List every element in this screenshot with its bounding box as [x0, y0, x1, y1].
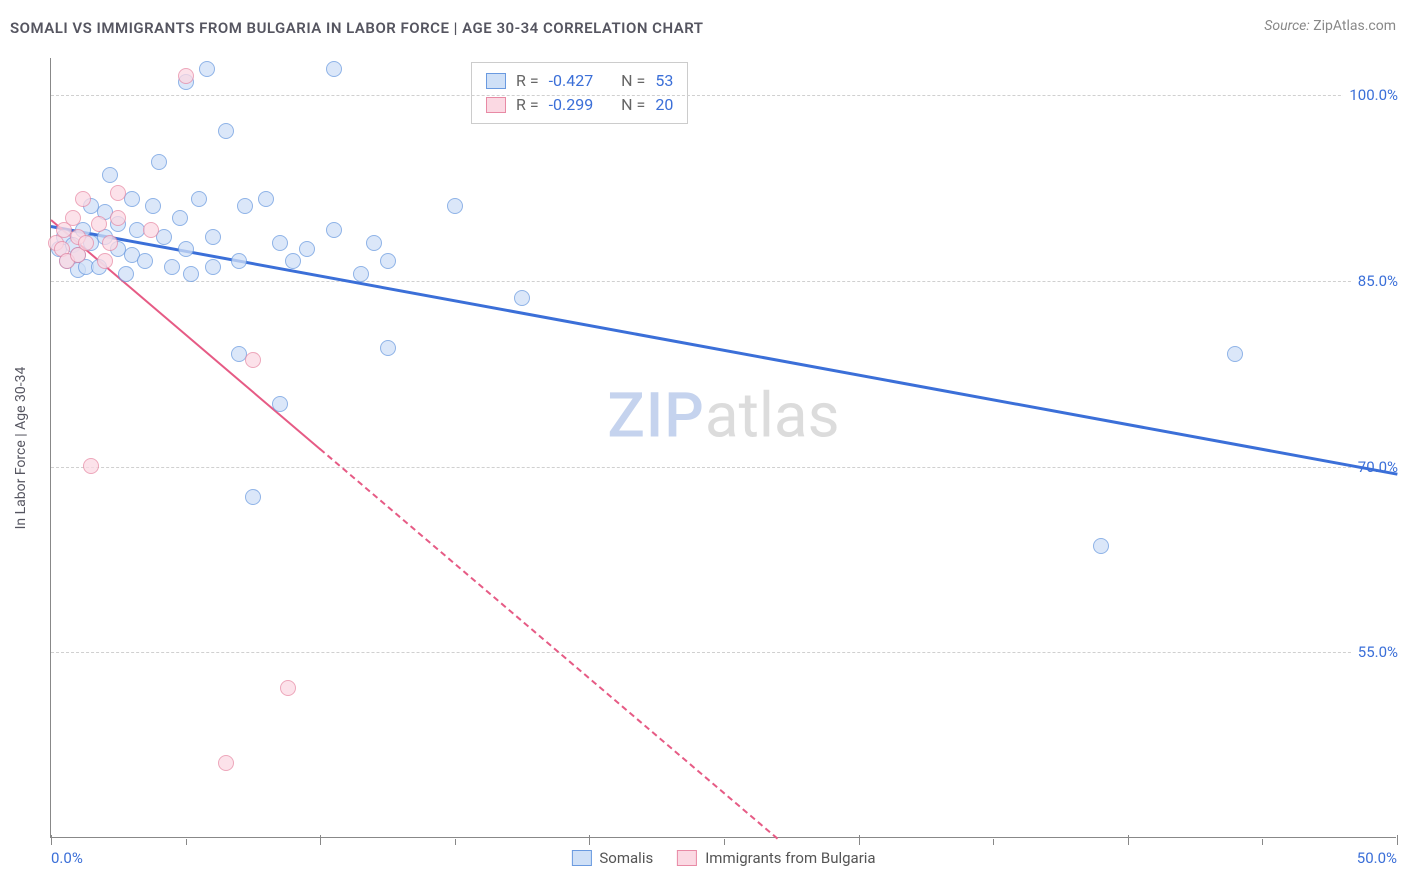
- x-tick-label: 0.0%: [51, 849, 83, 867]
- gridline: [51, 281, 1396, 282]
- source-attribution: Source: ZipAtlas.com: [1264, 18, 1396, 34]
- stat-r-value: -0.299: [549, 93, 594, 117]
- gridline: [51, 652, 1396, 653]
- data-point: [145, 198, 161, 214]
- x-tick: [1128, 835, 1129, 845]
- stat-n-value: 20: [655, 93, 673, 117]
- x-tick: [320, 835, 321, 845]
- x-tick: [186, 839, 187, 845]
- data-point: [447, 198, 463, 214]
- gridline: [51, 467, 1396, 468]
- gridline: [51, 95, 1396, 96]
- data-point: [231, 253, 247, 269]
- data-point: [245, 489, 261, 505]
- data-point: [272, 396, 288, 412]
- source-value: ZipAtlas.com: [1313, 18, 1396, 34]
- data-point: [514, 290, 530, 306]
- data-point: [326, 61, 342, 77]
- data-point: [258, 191, 274, 207]
- x-tick: [51, 835, 52, 845]
- legend-label-somalis: Somalis: [599, 849, 653, 867]
- data-point: [102, 235, 118, 251]
- stat-r-value: -0.427: [549, 69, 594, 93]
- stats-row: R = -0.427 N = 53: [486, 69, 673, 93]
- data-point: [1227, 346, 1243, 362]
- legend-item-bulgaria: Immigrants from Bulgaria: [677, 849, 875, 867]
- stat-n-label: N =: [621, 93, 645, 117]
- correlation-stats-box: R = -0.427 N = 53 R = -0.299 N = 20: [471, 62, 688, 124]
- stat-r-label: R =: [516, 93, 539, 117]
- data-point: [218, 755, 234, 771]
- legend-item-somalis: Somalis: [571, 849, 653, 867]
- x-tick: [589, 835, 590, 845]
- legend-swatch-bulgaria: [677, 850, 697, 866]
- y-tick-label: 85.0%: [1352, 272, 1398, 290]
- watermark: ZIPatlas: [607, 380, 839, 453]
- x-tick: [859, 835, 860, 845]
- stats-swatch: [486, 73, 506, 89]
- data-point: [183, 266, 199, 282]
- data-point: [65, 210, 81, 226]
- y-tick-label: 100.0%: [1343, 86, 1398, 104]
- watermark-atlas: atlas: [705, 380, 840, 453]
- data-point: [218, 123, 234, 139]
- data-point: [172, 210, 188, 226]
- data-point: [205, 259, 221, 275]
- x-tick: [1397, 835, 1398, 845]
- data-point: [151, 154, 167, 170]
- source-label: Source:: [1264, 18, 1309, 34]
- x-tick: [1262, 839, 1263, 845]
- data-point: [178, 68, 194, 84]
- y-tick-label: 55.0%: [1352, 643, 1398, 661]
- data-point: [380, 253, 396, 269]
- data-point: [97, 253, 113, 269]
- data-point: [245, 352, 261, 368]
- data-point: [164, 259, 180, 275]
- stats-row: R = -0.299 N = 20: [486, 93, 673, 117]
- x-tick: [455, 839, 456, 845]
- data-point: [91, 216, 107, 232]
- trendline: [320, 448, 779, 839]
- y-axis-label: In Labor Force | Age 30-34: [13, 366, 29, 529]
- x-tick: [724, 839, 725, 845]
- data-point: [237, 198, 253, 214]
- stat-n-value: 53: [655, 69, 673, 93]
- chart-container: SOMALI VS IMMIGRANTS FROM BULGARIA IN LA…: [0, 0, 1406, 892]
- data-point: [78, 235, 94, 251]
- legend: Somalis Immigrants from Bulgaria: [571, 849, 875, 867]
- stats-swatch: [486, 97, 506, 113]
- data-point: [118, 266, 134, 282]
- data-point: [205, 229, 221, 245]
- legend-swatch-somalis: [571, 850, 591, 866]
- data-point: [199, 61, 215, 77]
- data-point: [366, 235, 382, 251]
- data-point: [285, 253, 301, 269]
- data-point: [353, 266, 369, 282]
- data-point: [272, 235, 288, 251]
- data-point: [191, 191, 207, 207]
- data-point: [1093, 538, 1109, 554]
- x-tick-label: 50.0%: [1357, 849, 1397, 867]
- data-point: [75, 191, 91, 207]
- data-point: [83, 458, 99, 474]
- data-point: [137, 253, 153, 269]
- trendline: [51, 225, 1397, 475]
- data-point: [110, 185, 126, 201]
- chart-header: SOMALI VS IMMIGRANTS FROM BULGARIA IN LA…: [10, 18, 1396, 48]
- legend-label-bulgaria: Immigrants from Bulgaria: [705, 849, 875, 867]
- data-point: [143, 222, 159, 238]
- stat-n-label: N =: [621, 69, 645, 93]
- plot-area: ZIPatlas In Labor Force | Age 30-34 R =-…: [50, 58, 1396, 838]
- data-point: [102, 167, 118, 183]
- data-point: [178, 241, 194, 257]
- data-point: [326, 222, 342, 238]
- data-point: [280, 680, 296, 696]
- data-point: [380, 340, 396, 356]
- stat-r-label: R =: [516, 69, 539, 93]
- data-point: [299, 241, 315, 257]
- x-tick: [993, 839, 994, 845]
- data-point: [110, 210, 126, 226]
- chart-title: SOMALI VS IMMIGRANTS FROM BULGARIA IN LA…: [10, 19, 704, 37]
- watermark-zip: ZIP: [607, 380, 705, 453]
